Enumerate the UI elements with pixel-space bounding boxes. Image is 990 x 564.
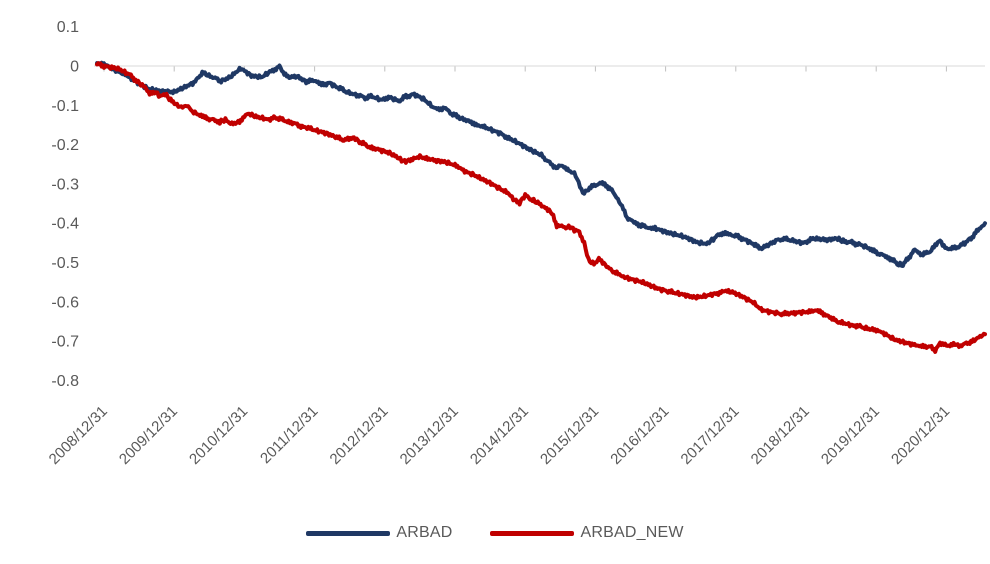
y-axis-tick-label: -0.7: [51, 334, 79, 351]
x-axis-tick-label: 2017/12/31: [678, 403, 743, 468]
x-axis-tick-label: 2012/12/31: [327, 403, 392, 468]
legend-swatch-arbad-icon: [306, 530, 391, 536]
y-axis-tick-label: 0.1: [57, 19, 79, 36]
x-axis-tick-label: 2019/12/31: [818, 403, 883, 468]
y-axis-tick-label: -0.5: [51, 255, 79, 272]
legend-item-arbad-new: ARBAD_NEW: [490, 524, 683, 542]
series-line-arbad_new: [95, 61, 987, 354]
legend-label-arbad-new: ARBAD_NEW: [580, 524, 684, 541]
y-axis-tick-label: -0.1: [51, 98, 79, 115]
legend-swatch-arbad-new-icon: [490, 530, 575, 536]
x-axis-tick-label: 2011/12/31: [257, 403, 321, 467]
legend-item-arbad: ARBAD: [306, 524, 452, 542]
x-axis-tick-label: 2008/12/31: [46, 403, 111, 468]
x-axis-tick-label: 2010/12/31: [186, 403, 251, 468]
x-axis-tick-label: 2018/12/31: [748, 403, 813, 468]
x-axis-tick-label: 2016/12/31: [607, 403, 672, 468]
legend-label-arbad: ARBAD: [396, 524, 453, 541]
y-axis-tick-label: -0.2: [51, 137, 79, 154]
y-axis-tick-label: -0.8: [51, 373, 79, 390]
x-axis-tick-label: 2014/12/31: [467, 403, 532, 468]
y-axis-tick-label: -0.4: [51, 216, 79, 233]
x-axis-tick-label: 2020/12/31: [888, 403, 953, 468]
x-axis-tick-label: 2009/12/31: [116, 403, 181, 468]
y-axis-tick-label: 0: [70, 59, 79, 76]
x-axis-tick-label: 2015/12/31: [537, 403, 602, 468]
y-axis-tick-label: -0.3: [51, 176, 79, 193]
x-axis-tick-label: 2013/12/31: [397, 403, 462, 468]
legend: ARBAD ARBAD_NEW: [0, 524, 990, 542]
y-axis-tick-label: -0.6: [51, 294, 79, 311]
series-line-arbad: [95, 60, 987, 268]
